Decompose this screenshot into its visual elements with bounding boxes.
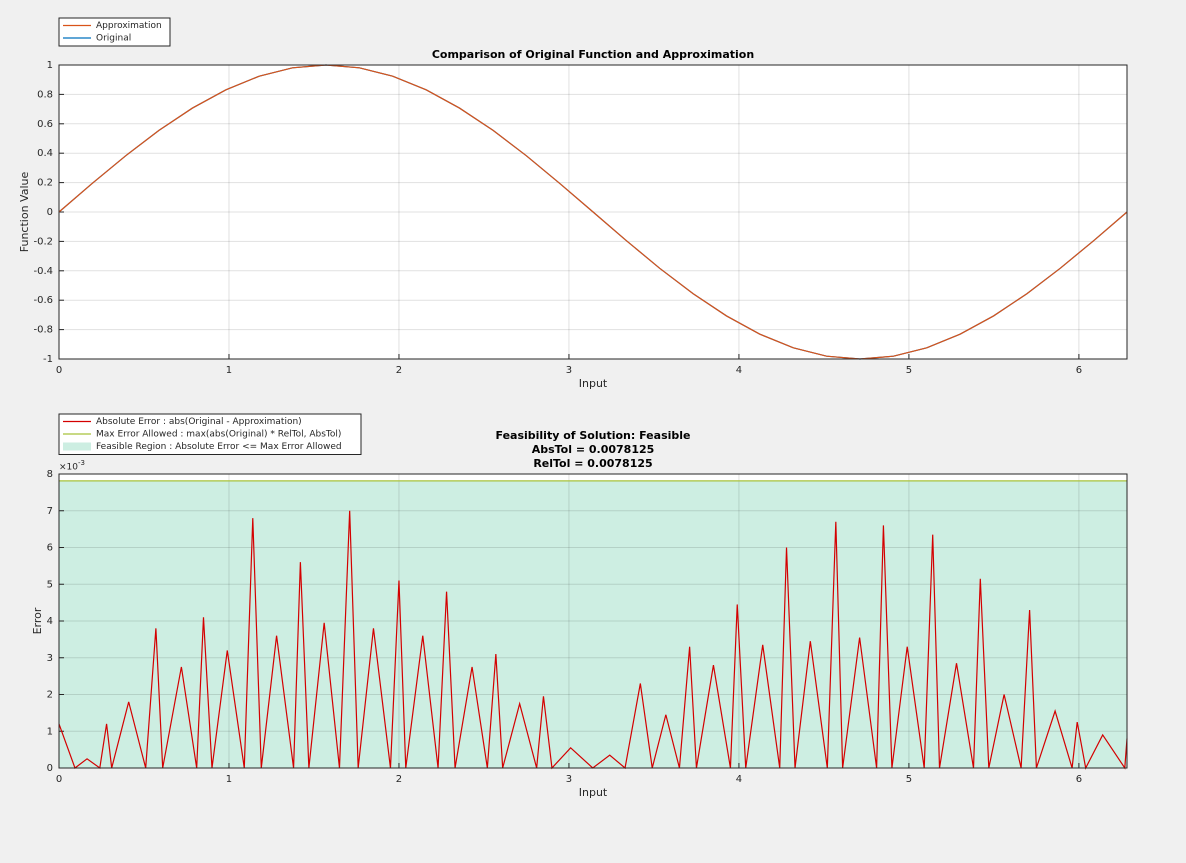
y-tick-label: -0.8 (33, 325, 53, 336)
chart-title: RelTol = 0.0078125 (533, 457, 652, 470)
chart-title: Feasibility of Solution: Feasible (496, 429, 691, 442)
x-tick-label: 4 (736, 774, 742, 785)
x-tick-label: 2 (396, 365, 402, 376)
x-tick-label: 5 (906, 365, 912, 376)
x-axis-label: Input (579, 377, 608, 390)
legend-box (58, 413, 362, 455)
x-tick-label: 0 (56, 774, 62, 785)
x-tick-label: 2 (396, 774, 402, 785)
y-axis-label: Error (31, 607, 44, 634)
x-tick-label: 0 (56, 365, 62, 376)
y-tick-label: 5 (47, 579, 53, 590)
y-tick-label: -1 (43, 354, 53, 365)
y-multiplier-exponent: -3 (78, 459, 85, 467)
y-tick-label: 3 (47, 653, 53, 664)
axes-box (58, 64, 1128, 360)
y-axis-label: Function Value (18, 172, 31, 253)
legend-label: Feasible Region : Absolute Error <= Max … (96, 442, 342, 452)
x-tick-label: 1 (226, 774, 232, 785)
y-tick-label: 4 (47, 616, 53, 627)
x-tick-label: 1 (226, 365, 232, 376)
y-tick-label: 2 (47, 690, 53, 701)
y-tick-label: 1 (47, 60, 53, 71)
legend-swatch (63, 442, 91, 451)
legend-box (58, 17, 171, 47)
chart-title: Comparison of Original Function and Appr… (432, 48, 754, 61)
y-multiplier: ×10 (59, 463, 78, 473)
y-tick-label: 8 (47, 469, 53, 480)
x-axis-label: Input (579, 786, 608, 799)
y-tick-label: 0.8 (37, 89, 53, 100)
series-line (58, 64, 1128, 360)
legend-label: Absolute Error : abs(Original - Approxim… (96, 417, 302, 427)
y-tick-label: -0.4 (33, 266, 53, 277)
x-tick-label: 5 (906, 774, 912, 785)
y-tick-label: 0.2 (37, 178, 53, 189)
y-tick-label: -0.6 (33, 295, 53, 306)
y-tick-label: 0.6 (37, 119, 53, 130)
x-tick-label: 3 (566, 774, 572, 785)
chart-title: AbsTol = 0.0078125 (532, 443, 655, 456)
legend-label: Approximation (96, 21, 162, 31)
axes-box (58, 473, 1128, 769)
y-tick-label: 6 (47, 543, 53, 554)
feasible-area (59, 480, 1127, 768)
y-tick-label: 0.4 (37, 148, 53, 159)
y-tick-label: 1 (47, 726, 53, 737)
legend-label: Original (96, 34, 131, 44)
y-tick-label: 0 (47, 763, 53, 774)
x-tick-label: 6 (1076, 774, 1082, 785)
y-tick-label: 0 (47, 207, 53, 218)
y-tick-label: 7 (47, 506, 53, 517)
x-tick-label: 3 (566, 365, 572, 376)
x-tick-label: 6 (1076, 365, 1082, 376)
x-tick-label: 4 (736, 365, 742, 376)
legend-label: Max Error Allowed : max(abs(Original) * … (96, 430, 341, 440)
y-tick-label: -0.2 (33, 236, 53, 247)
